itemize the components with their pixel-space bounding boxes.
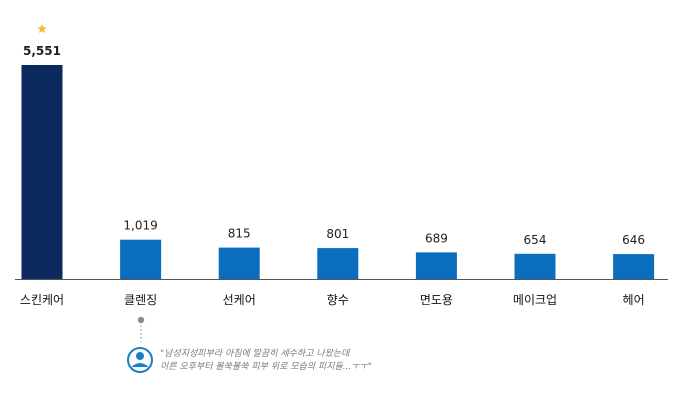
- bar-1: [21, 65, 63, 279]
- bar-6: [514, 253, 556, 279]
- annotation-quote-line-1: "남성지성피부라 아침에 말끔히 세수하고 나왔는데: [160, 348, 351, 359]
- value-label-2: 1,019: [123, 219, 157, 233]
- labels-group: 5,551 스킨케어 1,019 클렌징 815 선케어 801 향수 689 면도용 654 메이크…: [20, 24, 645, 307]
- bar-7: [613, 254, 655, 279]
- value-label-1: 5,551: [23, 44, 61, 58]
- category-label-4: 향수: [327, 293, 349, 307]
- bars-group: [21, 65, 655, 279]
- annotation-dot: [137, 316, 145, 324]
- category-label-2: 클렌징: [124, 293, 157, 307]
- value-label-7: 646: [622, 233, 645, 247]
- star-icon: [37, 24, 47, 34]
- category-label-6: 메이크업: [513, 293, 557, 307]
- value-label-4: 801: [326, 227, 349, 241]
- user-icon: [127, 347, 153, 373]
- value-label-3: 815: [228, 227, 251, 241]
- value-label-5: 689: [425, 231, 448, 245]
- bar-5: [415, 252, 457, 279]
- bar-4: [317, 248, 359, 279]
- category-label-3: 선케어: [223, 293, 256, 307]
- annotation: "남성지성피부라 아침에 말끔히 세수하고 나왔는데 이른 오후부터 볼쑥볼쑥 …: [127, 316, 372, 373]
- category-label-1: 스킨케어: [20, 293, 64, 307]
- value-label-6: 654: [524, 233, 547, 247]
- annotation-quote-line-2: 이른 오후부터 볼쑥볼쑥 피부 위로 모습의 피지들...ㅜㅜ": [160, 361, 372, 372]
- bar-2: [120, 239, 162, 279]
- bar-3: [218, 247, 260, 279]
- category-label-5: 면도용: [420, 293, 453, 307]
- category-label-7: 헤어: [623, 293, 645, 307]
